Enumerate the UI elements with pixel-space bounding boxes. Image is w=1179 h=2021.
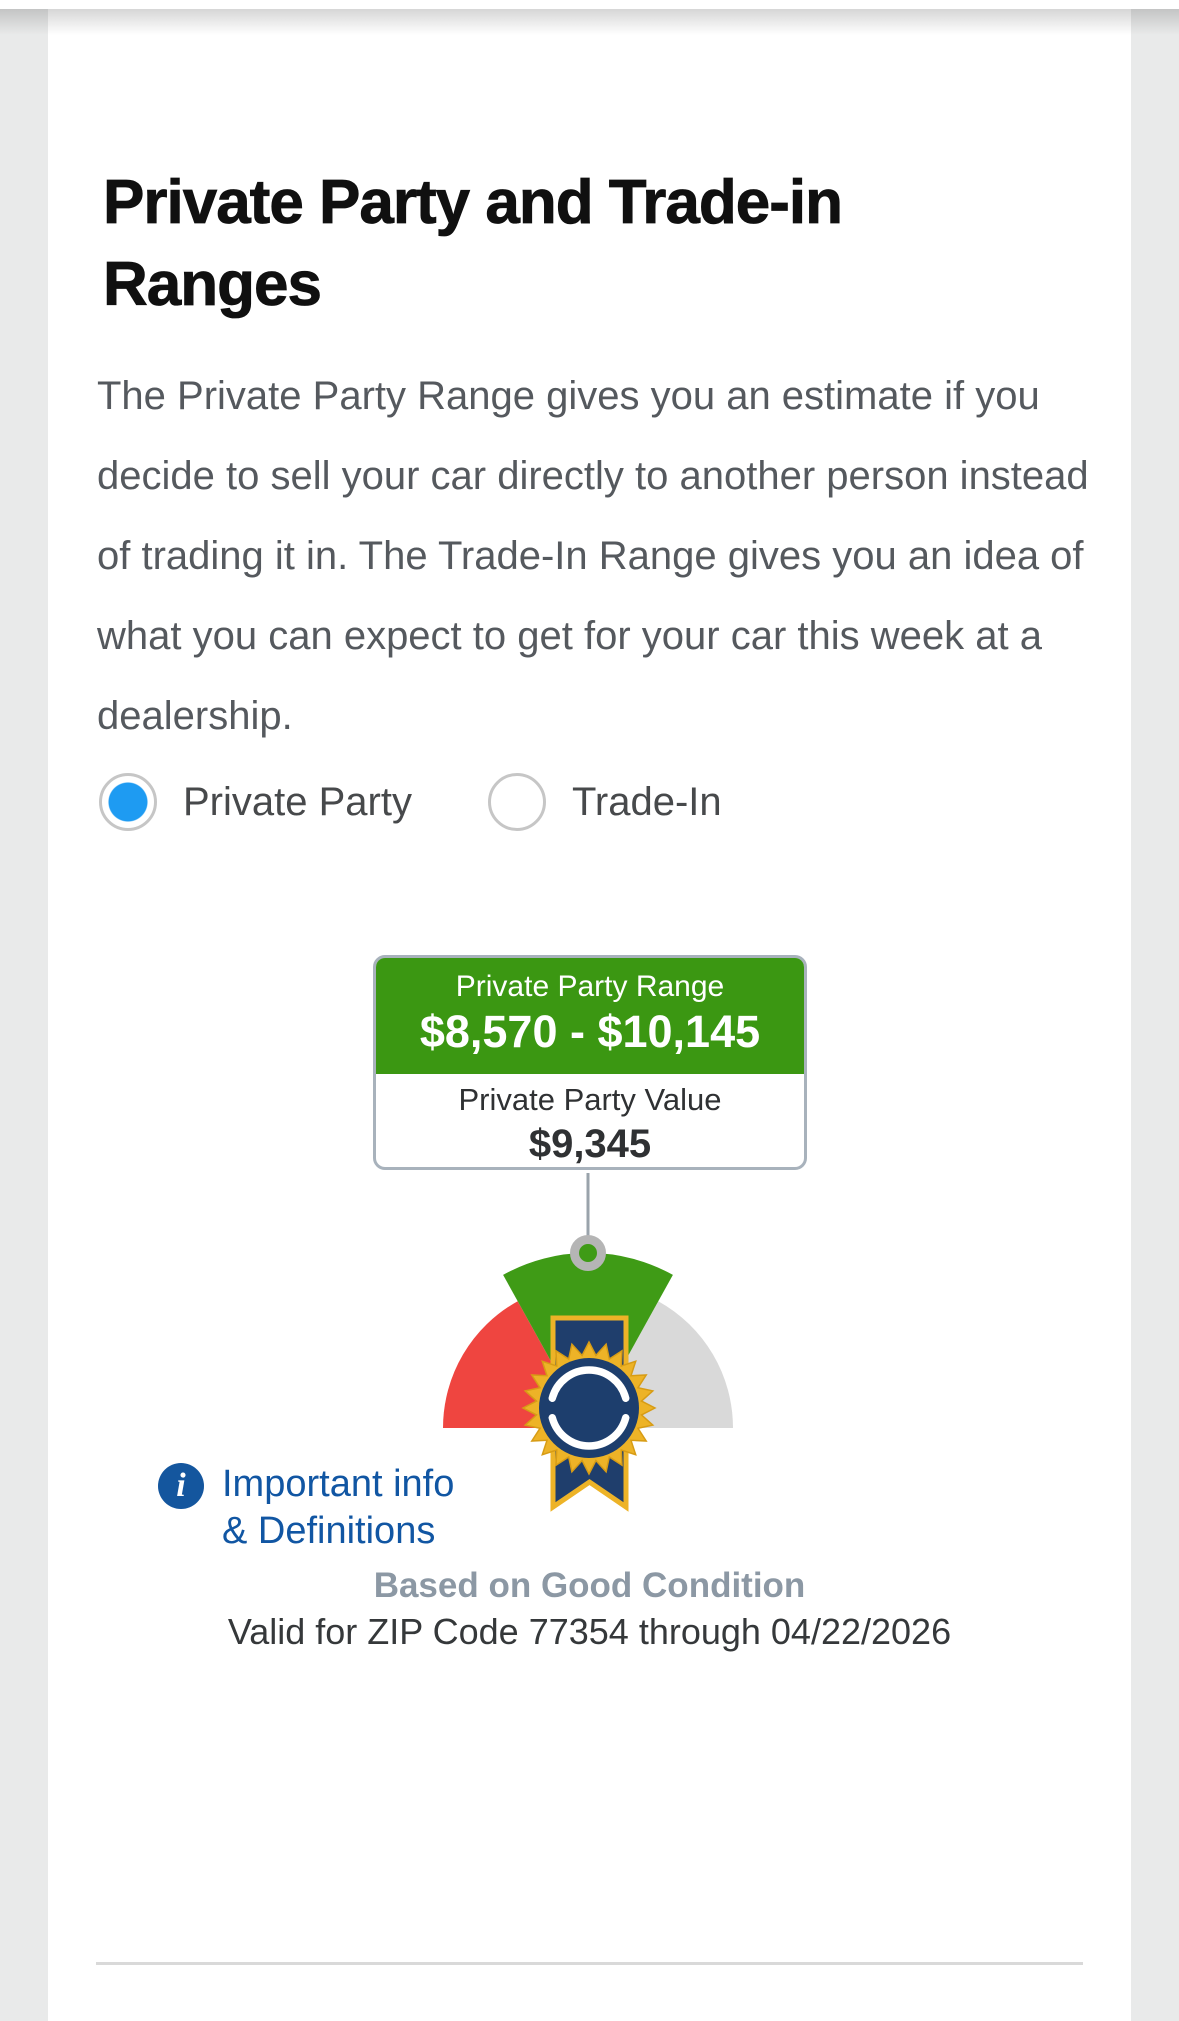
hanger-ring <box>570 1235 606 1271</box>
price-advisor-gauge <box>443 1173 733 1512</box>
seal-arc-top <box>548 1366 630 1402</box>
radio-trade-in-label[interactable]: Trade-In <box>571 779 722 824</box>
radio-private-party-dot[interactable] <box>99 773 157 831</box>
important-info-line1[interactable]: Important info <box>222 1463 455 1505</box>
intro-paragraph: The Private Party Range gives you an est… <box>97 374 1089 738</box>
section-divider <box>96 1962 1083 1965</box>
page-title: Private Party and Trade-in Ranges <box>103 167 844 319</box>
important-info-line2[interactable]: & Definitions <box>222 1510 436 1552</box>
important-info-link[interactable]: i Important info & Definitions <box>158 1461 454 1555</box>
important-info-text[interactable]: Important info & Definitions <box>222 1461 454 1555</box>
validity-note: Valid for ZIP Code 77354 through 04/22/2… <box>227 1611 952 1652</box>
range-label: Private Party Range <box>455 970 725 1003</box>
radio-trade-in-dot[interactable] <box>487 773 546 831</box>
radio-private-party-label[interactable]: Private Party <box>183 779 412 824</box>
radio-private-party[interactable]: Private Party <box>99 773 412 831</box>
price-range-callout-header: Private Party Range $8,570 - $10,145 <box>376 958 804 1074</box>
condition-note: Based on Good Condition <box>373 1566 806 1605</box>
range-value: $8,570 - $10,145 <box>419 1006 761 1057</box>
value-label: Private Party Value <box>458 1082 722 1117</box>
right-gutter <box>1131 9 1179 2021</box>
radio-trade-in[interactable]: Trade-In <box>487 773 722 831</box>
value-amount: $9,345 <box>528 1122 652 1166</box>
price-range-callout: Private Party Range $8,570 - $10,145 Pri… <box>373 955 807 1170</box>
info-icon[interactable]: i <box>158 1463 204 1509</box>
seal-arc-bottom <box>548 1414 630 1450</box>
left-gutter <box>0 9 48 2021</box>
value-type-toggle: Private Party Trade-In <box>99 772 722 832</box>
